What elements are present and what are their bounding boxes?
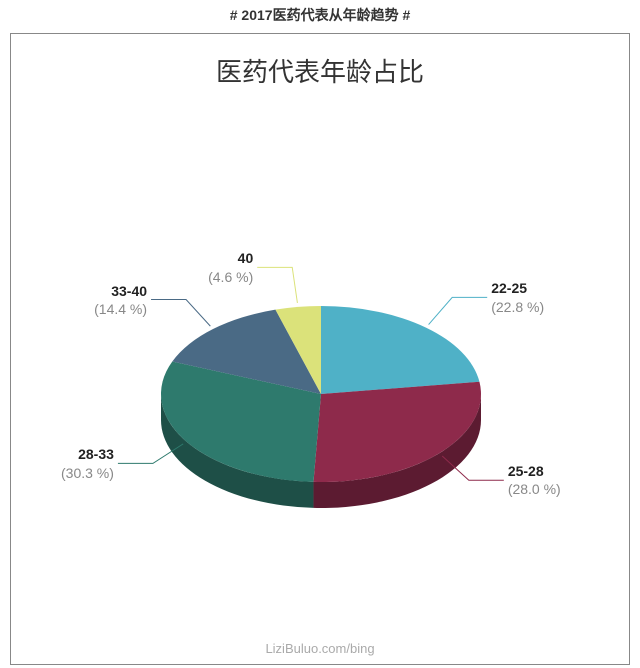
slice-label-pct: (4.6 %) <box>208 268 253 286</box>
slice-label-name: 25-28 <box>508 462 561 480</box>
slice-label-name: 33-40 <box>94 282 147 300</box>
leader-line <box>429 297 488 324</box>
slice-label-pct: (30.3 %) <box>61 464 114 482</box>
pie-slice <box>321 306 479 394</box>
slice-label: 40(4.6 %) <box>208 249 253 285</box>
page-header: # 2017医药代表从年龄趋势 # <box>0 0 640 33</box>
slice-label: 25-28(28.0 %) <box>508 462 561 498</box>
slice-label-name: 22-25 <box>491 279 544 297</box>
leader-line <box>257 267 297 303</box>
slice-label: 22-25(22.8 %) <box>491 279 544 315</box>
footer-credit: LiziBuluo.com/bing <box>11 641 629 656</box>
pie-chart <box>11 34 629 664</box>
slice-label-pct: (22.8 %) <box>491 298 544 316</box>
slice-label-pct: (28.0 %) <box>508 480 561 498</box>
slice-label-name: 28-33 <box>61 445 114 463</box>
slice-label: 28-33(30.3 %) <box>61 445 114 481</box>
leader-line <box>151 300 210 327</box>
slice-label: 33-40(14.4 %) <box>94 282 147 318</box>
slice-label-pct: (14.4 %) <box>94 300 147 318</box>
chart-frame: 医药代表年龄占比 LiziBuluo.com/bing 22-25(22.8 %… <box>10 33 630 665</box>
slice-label-name: 40 <box>208 249 253 267</box>
